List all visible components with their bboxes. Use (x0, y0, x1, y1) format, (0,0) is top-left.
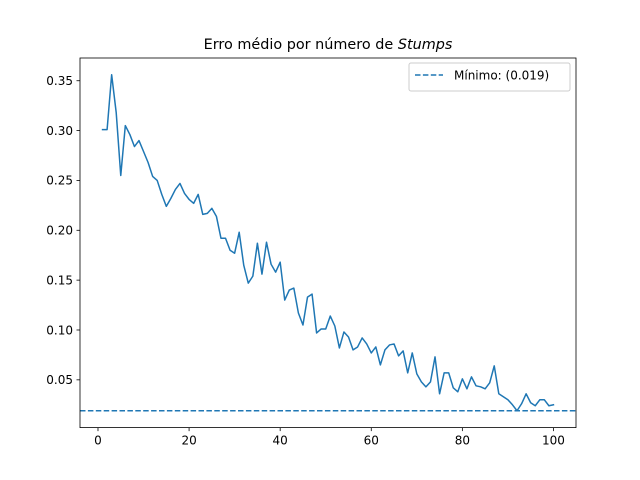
series-layer (80, 74, 576, 412)
x-tick-label: 20 (181, 434, 196, 448)
x-tick-label: 40 (273, 434, 288, 448)
y-tick-label: 0.05 (46, 373, 73, 387)
x-tick-label: 0 (94, 434, 102, 448)
y-tick-label: 0.25 (46, 174, 73, 188)
y-tick-label: 0.30 (46, 124, 73, 138)
x-axis: 0 20 40 60 80 100 (94, 427, 565, 448)
y-tick-label: 0.35 (46, 74, 73, 88)
mean-error-line (101, 74, 555, 412)
y-tick-label: 0.20 (46, 224, 73, 238)
x-tick-label: 100 (542, 434, 565, 448)
x-tick-label: 60 (364, 434, 379, 448)
y-tick-label: 0.15 (46, 273, 73, 287)
plot-area: 0 20 40 60 80 100 0.05 0.10 0.15 0.20 0.25 0.30 0.3… (46, 57, 577, 448)
x-tick-label: 80 (455, 434, 470, 448)
legend: Mínimo: (0.019) (408, 62, 571, 92)
plot-frame (79, 57, 577, 429)
chart-title-main: Erro médio por número de (204, 37, 398, 53)
chart-title-emphasis: Stumps (398, 37, 453, 53)
legend-label-minimum: Mínimo: (0.019) (454, 69, 549, 83)
y-axis: 0.05 0.10 0.15 0.20 0.25 0.30 0.35 (46, 74, 80, 387)
y-tick-label: 0.10 (46, 323, 73, 337)
legend-box (408, 62, 571, 92)
chart-title: Erro médio por número de Stumps (204, 37, 453, 53)
